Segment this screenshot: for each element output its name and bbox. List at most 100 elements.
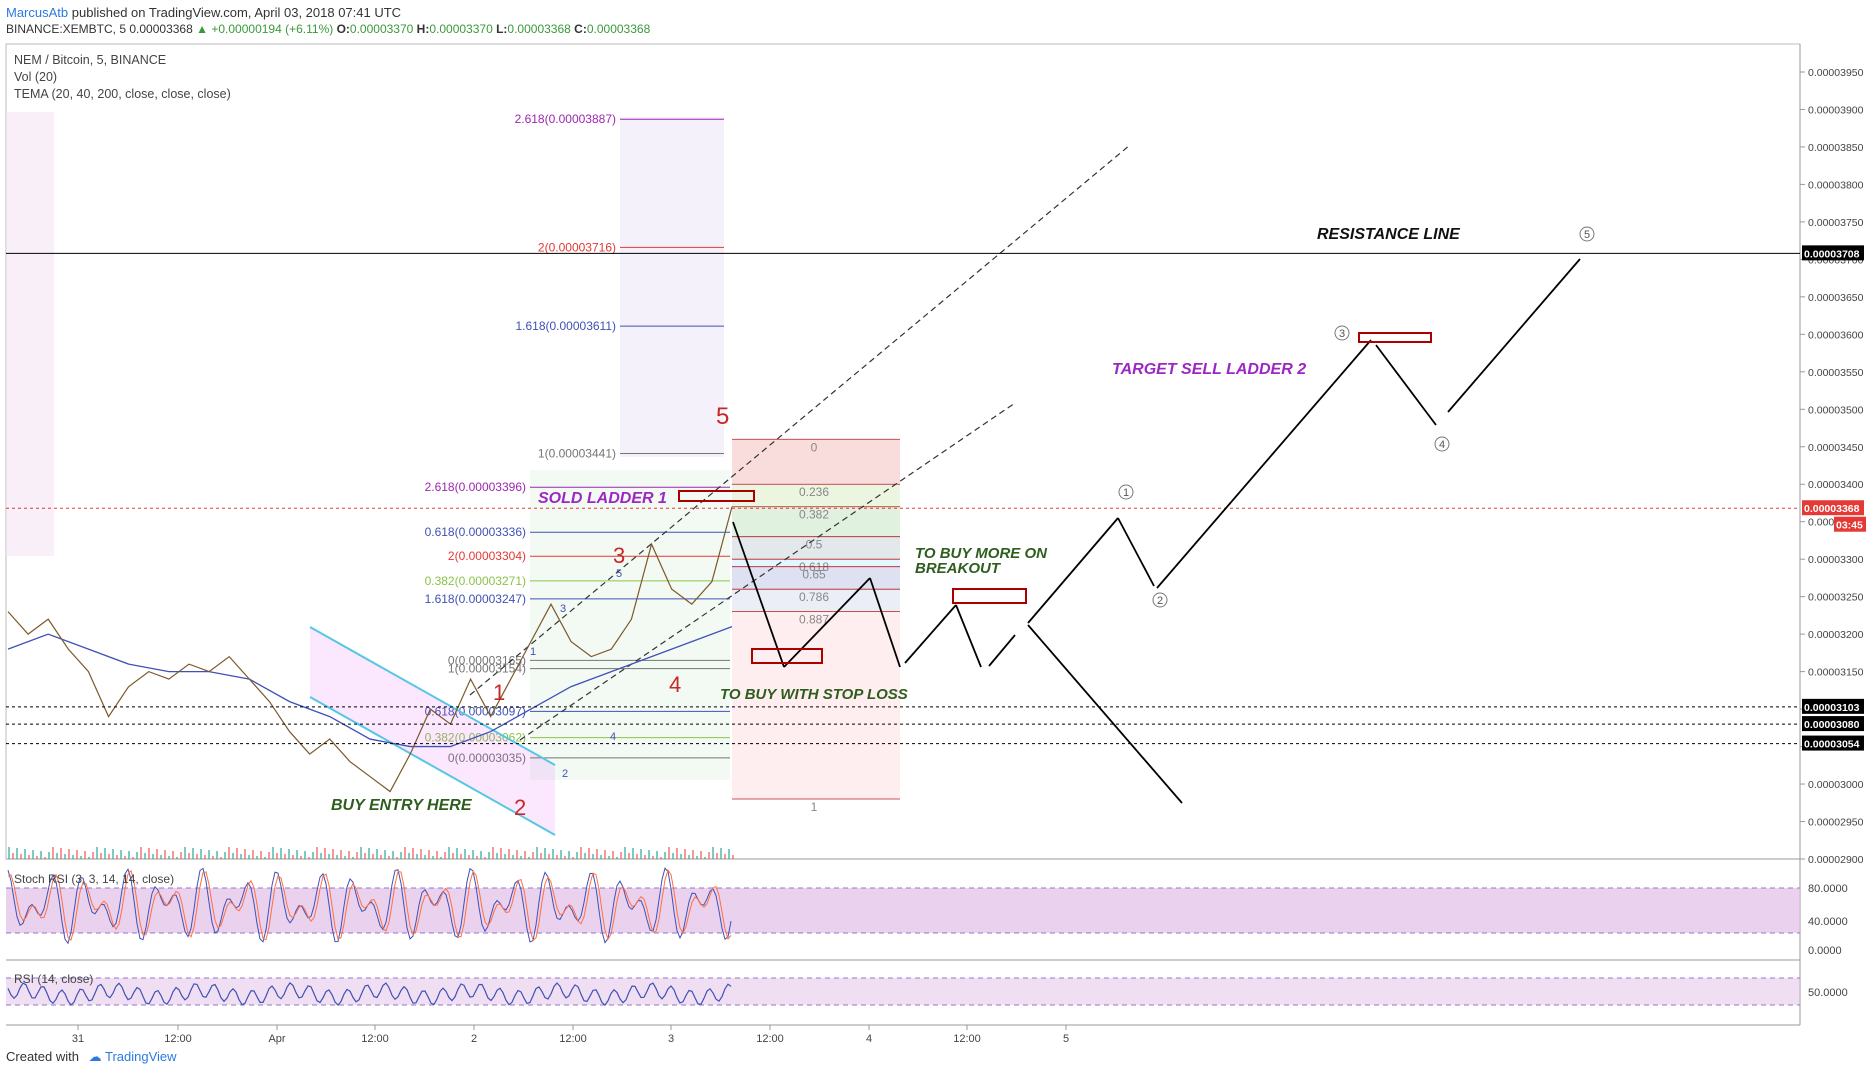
volume-bar <box>88 857 90 859</box>
volume-bar <box>688 855 690 859</box>
wave-3-label: 3 <box>613 543 625 568</box>
volume-bar <box>120 850 122 859</box>
author-link[interactable]: MarcusAtb <box>6 5 69 20</box>
volume-bar <box>320 853 322 859</box>
volume-bar <box>468 855 470 859</box>
volume-bar <box>324 848 326 859</box>
volume-bar <box>348 851 350 859</box>
fib-right-label-8: 1 <box>811 800 818 814</box>
volume-bar <box>612 851 614 859</box>
volume-bar <box>72 855 74 859</box>
volume-bar <box>140 847 142 859</box>
volume-bar <box>452 853 454 859</box>
breakout-buy-box <box>952 588 1027 604</box>
fib-inner-label-0: 2.618(0.00003396) <box>425 480 526 494</box>
volume-bar <box>700 851 702 859</box>
tradingview-link[interactable]: TradingView <box>105 1049 177 1064</box>
volume-bar <box>16 848 18 859</box>
fib-inner-label-2: 2(0.00003304) <box>448 549 526 563</box>
volume-bar <box>284 854 286 859</box>
volume-bar <box>300 856 302 859</box>
volume-bar <box>456 848 458 859</box>
price-tick-label-11: 0.00003450 <box>1808 442 1864 454</box>
volume-bar <box>12 853 14 859</box>
volume-bar <box>328 854 330 859</box>
volume-bar <box>192 848 194 859</box>
volume-bar <box>532 852 534 859</box>
volume-bar <box>448 847 450 859</box>
volume-bar <box>548 854 550 859</box>
volume-bar <box>496 853 498 859</box>
fib-upper-shade <box>620 117 724 457</box>
time-tick-label-2: Apr <box>268 1033 285 1045</box>
volume-bar <box>20 854 22 859</box>
volume-bar <box>260 851 262 859</box>
close-value: 0.00003368 <box>586 22 651 36</box>
cloud-icon: ☁ <box>88 1049 102 1064</box>
resistance-line-label: RESISTANCE LINE <box>1317 226 1461 243</box>
created-with-text: Created with <box>6 1049 79 1064</box>
fib-right-label-6: 0.786 <box>799 590 829 604</box>
price-badge-5: 0.00003054 <box>1804 739 1860 751</box>
volume-bar <box>172 851 174 859</box>
volume-bar <box>372 854 374 859</box>
price-badge-bg-3 <box>1802 698 1864 714</box>
volume-bar <box>636 854 638 859</box>
stoch-tick-80: 80.0000 <box>1808 883 1848 895</box>
volume-bar <box>160 855 162 859</box>
volume-bar <box>432 856 434 859</box>
fib-right-label-1: 0.236 <box>799 485 829 499</box>
price-tick-label-5: 0.00003150 <box>1808 667 1864 679</box>
volume-bar <box>264 857 266 859</box>
small-wave-2: 2 <box>562 768 568 780</box>
volume-bar <box>540 853 542 859</box>
time-tick-label-5: 12:00 <box>559 1033 587 1045</box>
volume-bar <box>152 854 154 859</box>
volume-bar <box>508 849 510 859</box>
price-tick-label-13: 0.00003550 <box>1808 367 1864 379</box>
volume-bar <box>220 857 222 859</box>
volume-bar <box>564 856 566 859</box>
volume-bar <box>664 852 666 859</box>
volume-bar <box>148 848 150 859</box>
symbol-line: BINANCE:XEMBTC, 5 <box>6 22 127 36</box>
volume-bar <box>288 849 290 859</box>
volume-bar <box>308 857 310 859</box>
fib-right-band-1 <box>732 484 900 507</box>
volume-bar <box>200 849 202 859</box>
volume-bar <box>252 850 254 859</box>
volume-bar <box>524 851 526 859</box>
volume-bar <box>40 851 42 859</box>
volume-bar <box>392 851 394 859</box>
price-badge-3: 0.00003103 <box>1804 702 1860 714</box>
sold-ladder-label: SOLD LADDER 1 <box>538 490 667 507</box>
volume-bar <box>560 850 562 859</box>
time-tick-label-9: 12:00 <box>953 1033 981 1045</box>
published-text: published on TradingView.com, April 03, … <box>71 5 402 20</box>
buy-more-label-1: TO BUY MORE ON <box>915 545 1048 562</box>
tema-indicator: TEMA (20, 40, 200, close, close, close) <box>14 87 231 101</box>
price-tick-label-21: 0.00003950 <box>1808 67 1864 79</box>
fib-left-label-1: 2(0.00003716) <box>538 240 616 254</box>
wave-4-label: 4 <box>669 672 681 697</box>
stoch-band <box>6 888 1800 933</box>
volume-bar <box>572 857 574 859</box>
time-axis[interactable]: 31 12:00 Apr 12:00 2 12:00 3 12:00 4 12:00 5 <box>72 1025 1069 1045</box>
volume-bar <box>360 847 362 859</box>
volume-bar <box>460 854 462 859</box>
fib-right-band-0 <box>732 439 900 485</box>
volume-bar <box>596 849 598 859</box>
volume-bar <box>720 848 722 859</box>
rsi-line <box>7 982 732 1007</box>
volume-bar <box>116 855 118 859</box>
volume-bar <box>608 856 610 859</box>
volume-bar <box>232 853 234 859</box>
price-line <box>7 506 733 793</box>
volume-bar <box>168 856 170 859</box>
volume-bar <box>644 855 646 859</box>
volume-bar <box>388 856 390 859</box>
volume-bar <box>480 851 482 859</box>
volume-bar <box>108 854 110 859</box>
volume-bar <box>176 857 178 859</box>
